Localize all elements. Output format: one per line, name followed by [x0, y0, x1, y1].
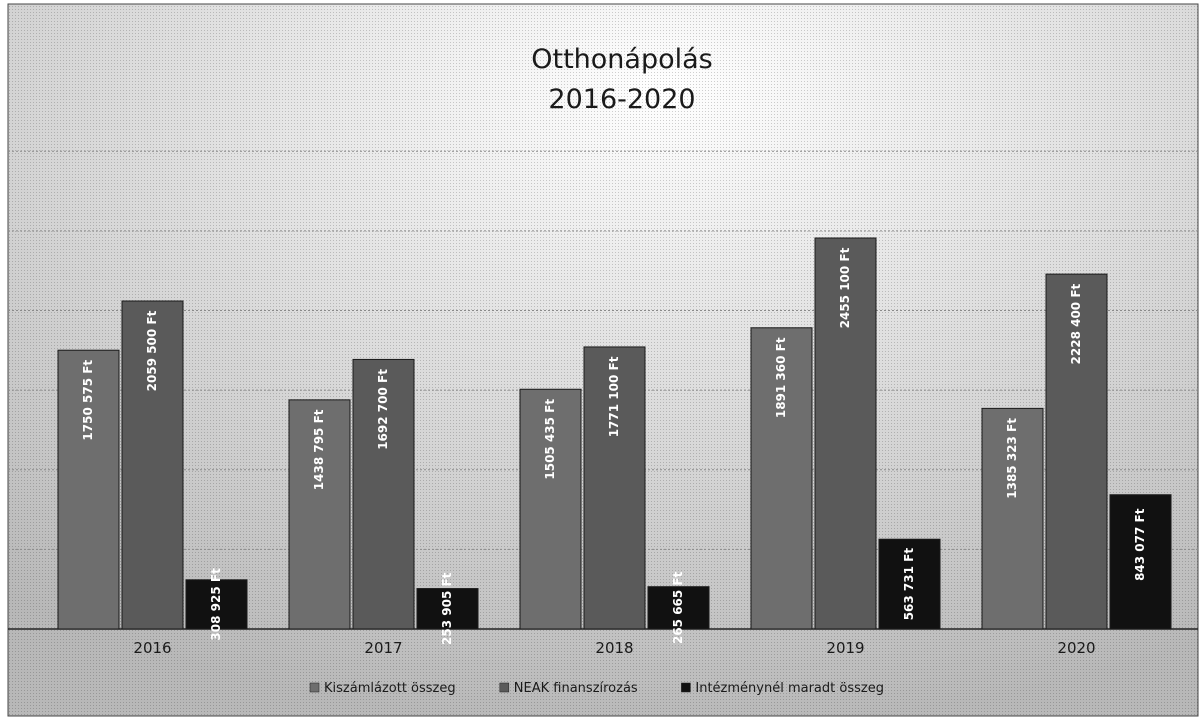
- bar-data-label: 1750 575 Ft: [81, 360, 95, 441]
- bar: [519, 388, 582, 630]
- legend-label: NEAK finanszírozás: [514, 681, 638, 696]
- x-tick-label: 2018: [595, 639, 633, 657]
- bar: [583, 346, 646, 630]
- bar-data-label: 1385 323 Ft: [1005, 418, 1019, 499]
- bar-data-label: 1771 100 Ft: [607, 356, 621, 437]
- legend-label: Kiszámlázott összeg: [324, 681, 456, 696]
- x-tick-label: 2019: [826, 639, 864, 657]
- bar: [750, 327, 813, 630]
- bar-data-label: 843 077 Ft: [1133, 508, 1147, 581]
- bar-data-label: 253 905 Ft: [440, 572, 454, 645]
- bar-group: 1771 100 Ft: [583, 346, 646, 630]
- bar-group: 1750 575 Ft: [57, 349, 120, 630]
- bar: [1109, 494, 1172, 630]
- bar-data-label: 1505 435 Ft: [543, 399, 557, 480]
- bar: [647, 586, 710, 630]
- chart-title-line1: Otthonápolás: [531, 44, 713, 75]
- x-tick-labels: 2016 2017 2018 2019 2020: [133, 639, 1095, 657]
- bar: [878, 538, 941, 630]
- bar-data-label: 2228 400 Ft: [1069, 283, 1083, 364]
- bar-group: 1891 360 Ft: [750, 327, 813, 630]
- bar: [185, 579, 248, 630]
- x-tick-label: 2016: [133, 639, 171, 657]
- bar-data-label: 1692 700 Ft: [376, 369, 390, 450]
- legend-label: Intézménynél maradt összeg: [695, 681, 884, 696]
- legend-swatch: [681, 682, 691, 693]
- legend-item: Kiszámlázott összeg: [309, 681, 456, 696]
- bar: [981, 407, 1044, 630]
- bar-data-label: 308 925 Ft: [209, 568, 223, 641]
- bar-group: 2228 400 Ft: [1045, 273, 1108, 630]
- bar-data-label: 1891 360 Ft: [774, 337, 788, 418]
- bar-group: 2455 100 Ft: [814, 237, 877, 630]
- bar-group: 843 077 Ft: [1109, 494, 1172, 630]
- bar-group: 253 905 Ft: [416, 572, 479, 645]
- bar-group: 2059 500 Ft: [121, 300, 184, 630]
- legend-item: NEAK finanszírozás: [499, 681, 638, 696]
- bar-group: 563 731 Ft: [878, 538, 941, 630]
- legend: Kiszámlázott összeg NEAK finanszírozás Int…: [309, 681, 884, 696]
- legend-swatch: [499, 682, 510, 693]
- bar-data-label: 2059 500 Ft: [145, 310, 159, 391]
- bar: [814, 237, 877, 630]
- bar-data-label: 1438 795 Ft: [312, 409, 326, 490]
- bar-group: 308 925 Ft: [185, 568, 248, 641]
- legend-swatch: [309, 682, 320, 693]
- bar-group: 1505 435 Ft: [519, 388, 582, 630]
- bar: [121, 300, 184, 630]
- bar: [1045, 273, 1108, 630]
- x-tick-label: 2020: [1057, 639, 1095, 657]
- legend-item: Intézménynél maradt összeg: [681, 681, 884, 696]
- bar-data-label: 2455 100 Ft: [838, 247, 852, 328]
- bar: [57, 349, 120, 630]
- x-tick-label: 2017: [364, 639, 402, 657]
- bar-group: 1692 700 Ft: [352, 358, 415, 630]
- bars: 1750 575 Ft 2059 500 Ft 308 925 Ft 1438 795…: [57, 237, 1172, 645]
- bar-group: 1438 795 Ft: [288, 399, 351, 630]
- bar: [288, 399, 351, 630]
- bar: [352, 358, 415, 630]
- chart-title-line2: 2016-2020: [548, 84, 695, 115]
- bar-group: 1385 323 Ft: [981, 407, 1044, 630]
- bar: [416, 588, 479, 630]
- bar-data-label: 563 731 Ft: [902, 548, 916, 621]
- bar-data-label: 265 665 Ft: [671, 571, 685, 644]
- bar-group: 265 665 Ft: [647, 571, 710, 644]
